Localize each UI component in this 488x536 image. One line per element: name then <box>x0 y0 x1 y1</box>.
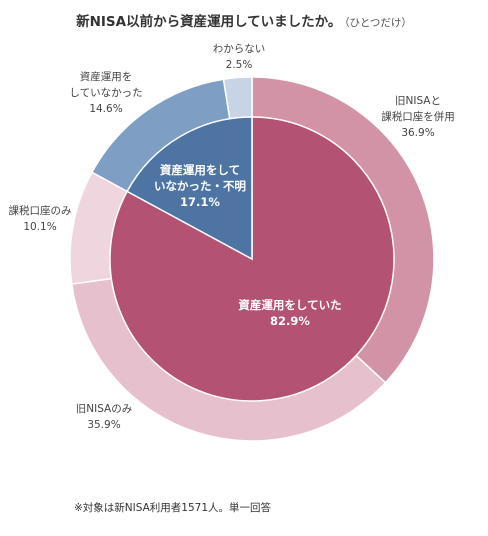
outer-slice-label: 資産運用をしていなかった 14.6% <box>69 70 142 115</box>
chart-title: 新NISA以前から資産運用していましたか。 （ひとつだけ） <box>0 10 488 30</box>
outer-slice-label: 旧NISAと課税口座を併用 36.9% <box>381 95 455 139</box>
inner-slice-label: 資産運用をしていなかった・不明 17.1% <box>154 163 246 209</box>
title-note: （ひとつだけ） <box>344 17 412 29</box>
inner-slice-label: 資産運用をしていた 82.9% <box>238 298 341 328</box>
outer-slice-label: 課税口座のみ 10.1% <box>9 204 72 233</box>
inner-slice <box>126 116 253 261</box>
outer-slice-label: 旧NISAのみ 35.9% <box>76 403 133 431</box>
outer-slice-label: わからない 2.5% <box>213 43 266 71</box>
title-text: 新NISA以前から資産運用していましたか。 <box>76 14 342 30</box>
footnote: ※対象は新NISA利用者1571人。単一回答 <box>74 502 272 514</box>
